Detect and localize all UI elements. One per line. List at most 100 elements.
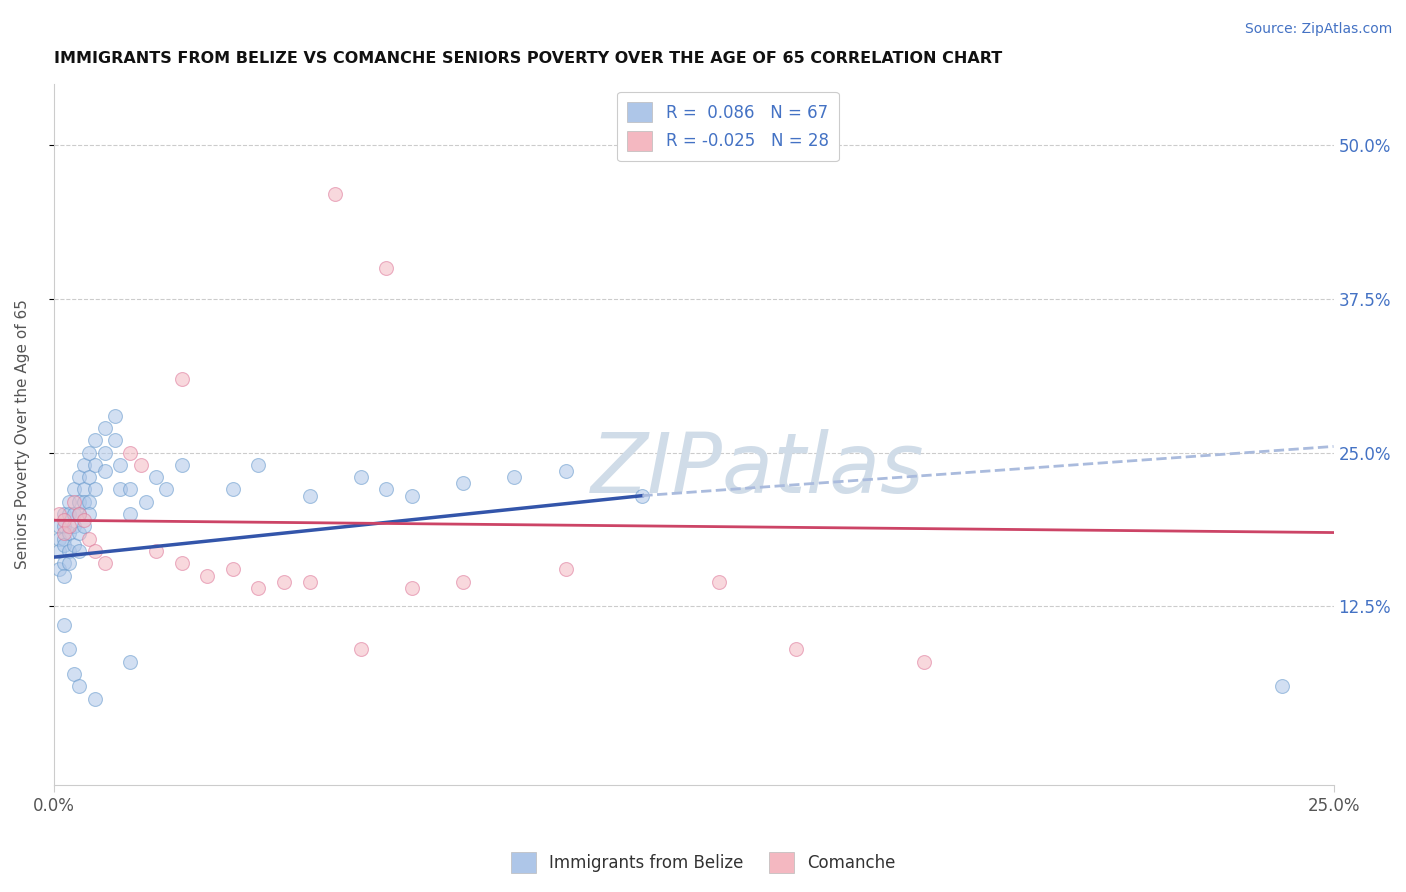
- Legend: R =  0.086   N = 67, R = -0.025   N = 28: R = 0.086 N = 67, R = -0.025 N = 28: [617, 92, 839, 161]
- Point: [73, 458, 96, 472]
- Point: [94, 445, 117, 459]
- Point: [108, 458, 131, 472]
- Point: [52, 513, 75, 527]
- Point: [83, 544, 105, 558]
- Point: [79, 495, 101, 509]
- Point: [73, 513, 96, 527]
- Point: [52, 557, 75, 571]
- Point: [707, 574, 730, 589]
- Point: [48, 562, 70, 576]
- Point: [58, 507, 80, 521]
- Point: [73, 519, 96, 533]
- Point: [451, 574, 474, 589]
- Point: [83, 434, 105, 448]
- Point: [503, 470, 526, 484]
- Point: [58, 642, 80, 657]
- Point: [58, 519, 80, 533]
- Point: [48, 507, 70, 521]
- Point: [63, 519, 86, 533]
- Point: [52, 617, 75, 632]
- Point: [108, 483, 131, 497]
- Point: [554, 562, 576, 576]
- Point: [104, 409, 127, 423]
- Point: [58, 495, 80, 509]
- Point: [129, 458, 152, 472]
- Point: [451, 476, 474, 491]
- Point: [94, 464, 117, 478]
- Point: [912, 655, 935, 669]
- Point: [52, 538, 75, 552]
- Point: [48, 519, 70, 533]
- Point: [48, 544, 70, 558]
- Point: [401, 581, 423, 595]
- Point: [631, 489, 654, 503]
- Point: [222, 483, 245, 497]
- Point: [170, 458, 193, 472]
- Point: [375, 483, 398, 497]
- Text: Source: ZipAtlas.com: Source: ZipAtlas.com: [1244, 22, 1392, 37]
- Point: [1271, 679, 1294, 693]
- Point: [298, 489, 321, 503]
- Point: [554, 464, 576, 478]
- Point: [170, 557, 193, 571]
- Point: [52, 525, 75, 540]
- Point: [67, 525, 90, 540]
- Point: [298, 574, 321, 589]
- Legend: Immigrants from Belize, Comanche: Immigrants from Belize, Comanche: [505, 846, 901, 880]
- Point: [120, 445, 142, 459]
- Point: [63, 667, 86, 681]
- Point: [145, 470, 167, 484]
- Point: [94, 557, 117, 571]
- Point: [195, 568, 218, 582]
- Point: [63, 507, 86, 521]
- Point: [170, 372, 193, 386]
- Point: [83, 483, 105, 497]
- Point: [222, 562, 245, 576]
- Point: [323, 187, 346, 202]
- Point: [83, 691, 105, 706]
- Point: [401, 489, 423, 503]
- Point: [52, 507, 75, 521]
- Point: [79, 532, 101, 546]
- Point: [247, 581, 270, 595]
- Point: [155, 483, 177, 497]
- Point: [67, 544, 90, 558]
- Point: [79, 445, 101, 459]
- Point: [73, 483, 96, 497]
- Point: [67, 679, 90, 693]
- Point: [58, 525, 80, 540]
- Point: [145, 544, 167, 558]
- Point: [79, 507, 101, 521]
- Point: [94, 421, 117, 435]
- Text: ZIPatlas: ZIPatlas: [591, 429, 924, 509]
- Y-axis label: Seniors Poverty Over the Age of 65: Seniors Poverty Over the Age of 65: [15, 299, 30, 569]
- Point: [350, 470, 373, 484]
- Point: [67, 507, 90, 521]
- Point: [350, 642, 373, 657]
- Text: IMMIGRANTS FROM BELIZE VS COMANCHE SENIORS POVERTY OVER THE AGE OF 65 CORRELATIO: IMMIGRANTS FROM BELIZE VS COMANCHE SENIO…: [53, 51, 1002, 66]
- Point: [52, 519, 75, 533]
- Point: [273, 574, 295, 589]
- Point: [375, 261, 398, 276]
- Point: [785, 642, 807, 657]
- Point: [63, 483, 86, 497]
- Point: [104, 434, 127, 448]
- Point: [79, 470, 101, 484]
- Point: [52, 568, 75, 582]
- Point: [120, 655, 142, 669]
- Point: [58, 544, 80, 558]
- Point: [67, 495, 90, 509]
- Point: [63, 538, 86, 552]
- Point: [67, 470, 90, 484]
- Point: [67, 507, 90, 521]
- Point: [247, 458, 270, 472]
- Point: [120, 483, 142, 497]
- Point: [83, 458, 105, 472]
- Point: [120, 507, 142, 521]
- Point: [58, 557, 80, 571]
- Point: [52, 532, 75, 546]
- Point: [48, 532, 70, 546]
- Point: [63, 495, 86, 509]
- Point: [73, 495, 96, 509]
- Point: [135, 495, 157, 509]
